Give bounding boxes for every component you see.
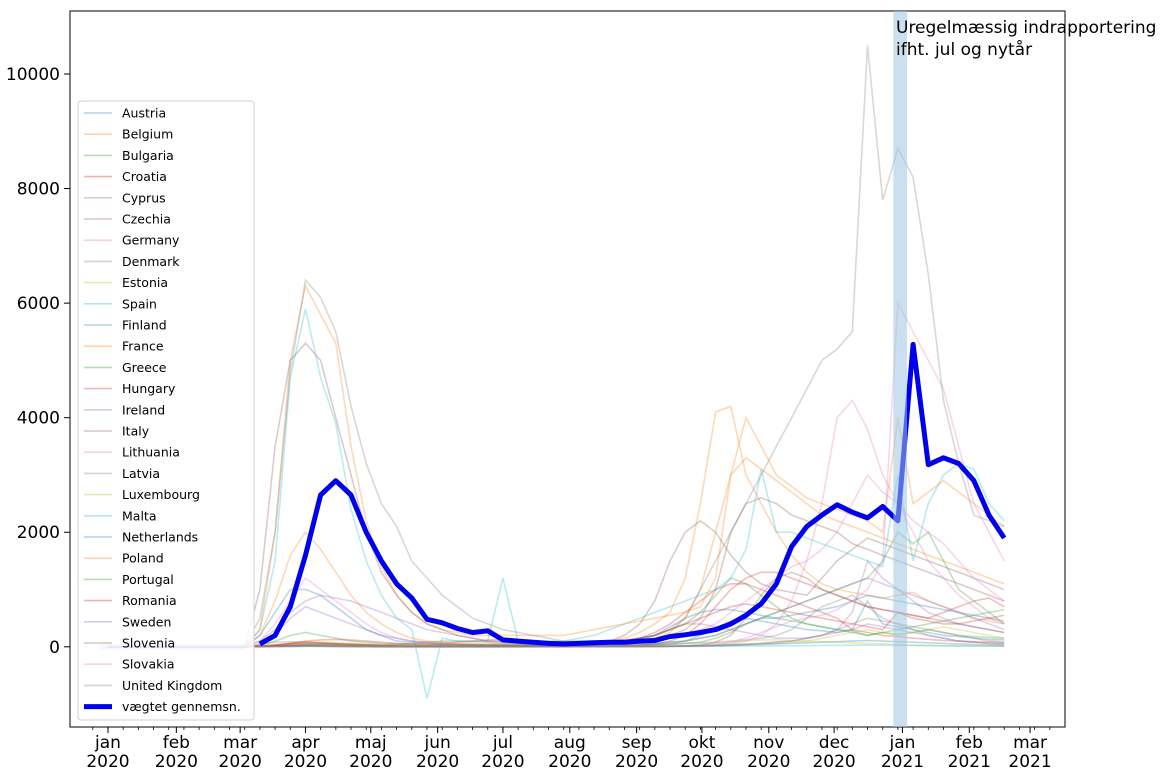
x-tick-label-year: 2021: [881, 752, 924, 769]
x-tick-label-year: 2020: [747, 752, 790, 769]
y-tick-label: 2000: [17, 523, 60, 543]
x-axis: jan2020feb2020mar2020apr2020maj2020jun20…: [86, 727, 1052, 769]
legend: Austria Belgium Bulgaria Croatia Cyprus Czech…: [77, 100, 255, 721]
series-line-spain: [108, 308, 1005, 699]
y-tick-label: 0: [49, 638, 60, 658]
x-tick-label-month: sep: [622, 733, 652, 753]
y-tick-label: 8000: [17, 180, 60, 200]
x-tick-label-month: feb: [163, 733, 190, 753]
x-tick-label-month: jan: [94, 733, 121, 753]
legend-label: Latvia: [122, 466, 160, 481]
legend-label: Poland: [122, 551, 164, 566]
x-tick-label-year: 2020: [219, 752, 262, 769]
legend-label: Austria: [122, 106, 166, 121]
x-tick-label-year: 2020: [615, 752, 658, 769]
x-tick-label-month: mar: [223, 733, 257, 753]
legend-label: Finland: [122, 318, 167, 333]
x-tick-label-year: 2020: [155, 752, 198, 769]
x-tick-label-month: jun: [423, 733, 450, 753]
x-tick-label-year: 2020: [416, 752, 459, 769]
legend-label: Ireland: [122, 402, 165, 417]
x-tick-label-month: feb: [956, 733, 983, 753]
legend-label: Hungary: [122, 381, 176, 396]
legend-label: Lithuania: [122, 445, 180, 460]
legend-label: Romania: [122, 593, 177, 608]
annotation-text: Uregelmæssig indrapportering: [896, 18, 1156, 38]
legend-label: United Kingdom: [122, 678, 222, 693]
legend-label: France: [122, 339, 164, 354]
series-line-slovenia: [108, 571, 1005, 648]
legend-label: Germany: [122, 233, 180, 248]
legend-label: Slovakia: [122, 657, 174, 672]
series-line-slovakia: [108, 300, 1005, 648]
x-tick-label-year: 2020: [481, 752, 524, 769]
series-line-finland: [108, 639, 1005, 648]
x-tick-label-month: maj: [355, 733, 387, 753]
y-tick-label: 4000: [17, 409, 60, 429]
legend-label: Netherlands: [122, 530, 198, 545]
y-axis: 0 2000 4000 6000 8000 10000: [6, 65, 70, 658]
x-tick-label-month: apr: [291, 733, 319, 753]
series-line-greece: [108, 608, 1005, 648]
x-tick-label-year: 2020: [680, 752, 723, 769]
legend-label: Belgium: [122, 127, 173, 142]
legend-box: [77, 100, 255, 721]
x-tick-label-month: dec: [819, 733, 850, 753]
series-line-hungary: [108, 571, 1005, 648]
series-line-latvia: [108, 617, 1005, 648]
x-tick-label-month: jan: [888, 733, 915, 753]
x-tick-label-month: jul: [492, 733, 513, 753]
legend-label: vægtet gennemsn.: [122, 699, 241, 714]
legend-label: Czechia: [122, 212, 171, 227]
series-line-estonia: [108, 625, 1005, 648]
legend-label: Italy: [122, 424, 150, 439]
legend-label: Luxembourg: [122, 487, 200, 502]
legend-label: Portugal: [122, 572, 174, 587]
legend-label: Estonia: [122, 275, 168, 290]
x-tick-label-month: nov: [753, 733, 784, 753]
x-tick-label-year: 2020: [812, 752, 855, 769]
x-tick-label-year: 2021: [948, 752, 991, 769]
series-line-malta: [108, 644, 1005, 648]
weighted-average-line: [258, 341, 1007, 647]
series-line-cyprus: [108, 623, 1005, 648]
series-line-austria: [108, 599, 1005, 648]
x-tick-label-year: 2020: [349, 752, 392, 769]
highlight-band: [893, 11, 908, 727]
series-line-lithuania: [108, 399, 1005, 648]
legend-label: Spain: [122, 296, 157, 311]
legend-label: Slovenia: [122, 636, 175, 651]
x-tick-label-month: mar: [1013, 733, 1047, 753]
legend-label: Sweden: [122, 614, 171, 629]
x-tick-label-month: aug: [554, 733, 586, 753]
series-line-denmark: [108, 594, 1005, 648]
x-tick-label-year: 2020: [86, 752, 129, 769]
legend-label: Bulgaria: [122, 148, 174, 163]
y-tick-label: 6000: [17, 294, 60, 314]
x-tick-label-month: okt: [688, 733, 715, 753]
y-tick-label: 10000: [6, 65, 60, 85]
legend-label: Malta: [122, 508, 156, 523]
x-tick-label-year: 2020: [548, 752, 591, 769]
annotation-text: ifht. jul og nytår: [896, 39, 1032, 60]
x-tick-label-year: 2020: [284, 752, 327, 769]
x-tick-label-year: 2021: [1008, 752, 1051, 769]
legend-label: Denmark: [122, 254, 180, 269]
legend-label: Croatia: [122, 169, 167, 184]
legend-label: Greece: [122, 360, 167, 375]
legend-label: Cyprus: [122, 190, 166, 205]
plot-area: [100, 45, 1007, 699]
series-line-united-kingdom: [108, 45, 1005, 648]
series-line-france: [108, 283, 1005, 648]
